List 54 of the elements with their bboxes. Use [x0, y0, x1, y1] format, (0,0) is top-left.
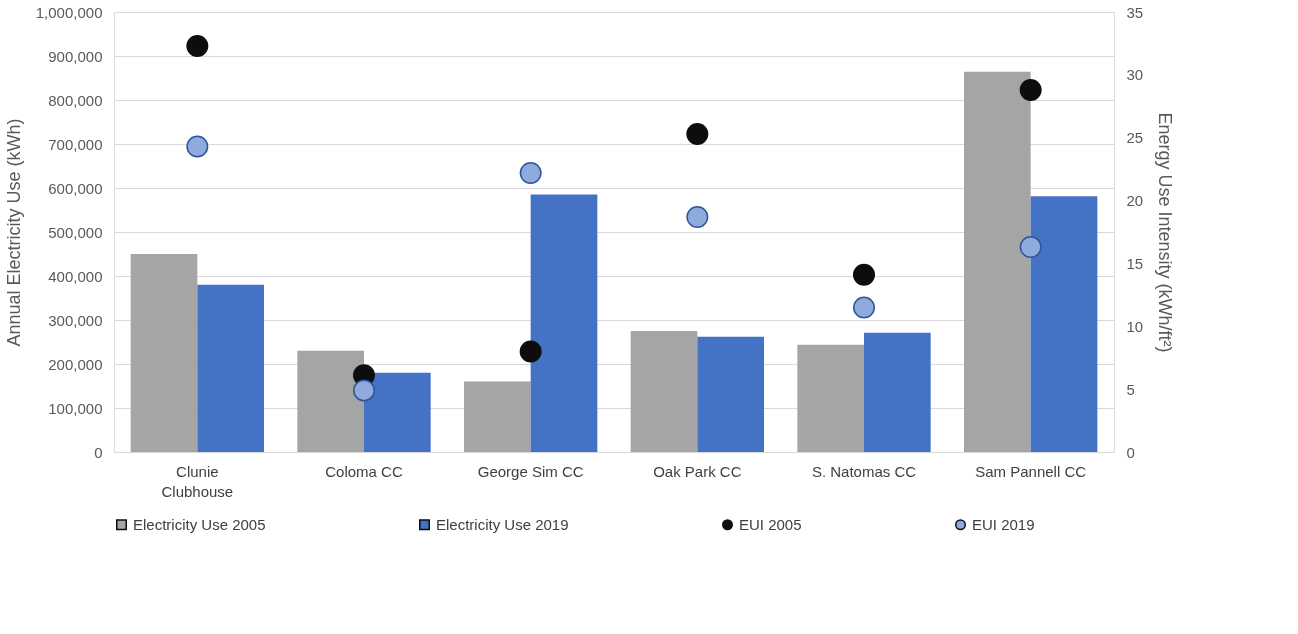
bar: [1030, 196, 1098, 452]
x-tick-label: S. Natomas CC: [811, 462, 917, 480]
legend-label: EUI 2019: [972, 515, 1035, 533]
point: [686, 122, 709, 145]
x-tick-label: Coloma CC: [325, 462, 403, 480]
y-tick-label: 800,000: [48, 91, 103, 109]
legend-label: Electricity Use 2005: [133, 515, 266, 533]
y2-tick-label: 25: [1126, 129, 1144, 147]
bar: [964, 71, 1031, 452]
legend-label: Electricity Use 2019: [436, 515, 569, 533]
y-tick-label: 0: [94, 443, 103, 461]
y2-tick-label: 30: [1126, 66, 1144, 84]
bar: [630, 331, 698, 452]
bar: [530, 194, 598, 452]
y2-tick-label: 5: [1126, 380, 1135, 398]
bar: [364, 372, 431, 452]
y-tick-label: 600,000: [48, 179, 103, 197]
legend-label: EUI 2005: [739, 515, 802, 533]
point: [519, 161, 542, 184]
point: [853, 296, 875, 319]
y2-axis-title: Energy Use Intensity (kWh/ft²): [1155, 112, 1176, 353]
y-tick-label: 500,000: [48, 223, 103, 241]
point: [1019, 78, 1042, 101]
y2-tick-label: 15: [1126, 254, 1144, 272]
point: [853, 263, 875, 286]
y2-tick-label: 35: [1126, 3, 1144, 21]
point: [686, 205, 709, 228]
bar: [797, 344, 864, 452]
y-tick-label: 400,000: [48, 267, 103, 285]
y-tick-label: 700,000: [48, 135, 103, 153]
y2-tick-label: 0: [1126, 443, 1135, 461]
bar: [697, 336, 764, 452]
y2-tick-label: 10: [1126, 317, 1144, 335]
point: [186, 34, 209, 57]
x-tick-label: Oak Park CC: [653, 462, 742, 480]
bar: [130, 254, 198, 452]
y-axis-title: Annual Electricity Use (kWh): [3, 118, 24, 347]
bar: [197, 284, 264, 452]
y-tick-label: 300,000: [48, 311, 103, 329]
bar: [297, 350, 364, 452]
y-tick-label: 100,000: [48, 399, 103, 417]
y-tick-label: 1,000,000: [35, 3, 103, 21]
point: [186, 135, 209, 158]
x-tick-label: George Sim CC: [477, 462, 584, 480]
x-tick-label: Sam Pannell CC: [975, 462, 1087, 480]
bar: [864, 332, 931, 452]
point: [353, 379, 375, 402]
point: [1019, 236, 1042, 259]
x-tick-label: Clunie Clubhouse: [161, 462, 234, 500]
point: [519, 340, 542, 363]
y2-tick-label: 20: [1126, 192, 1144, 210]
y-tick-label: 900,000: [48, 47, 103, 65]
bar: [464, 381, 531, 452]
y-tick-label: 200,000: [48, 355, 103, 373]
